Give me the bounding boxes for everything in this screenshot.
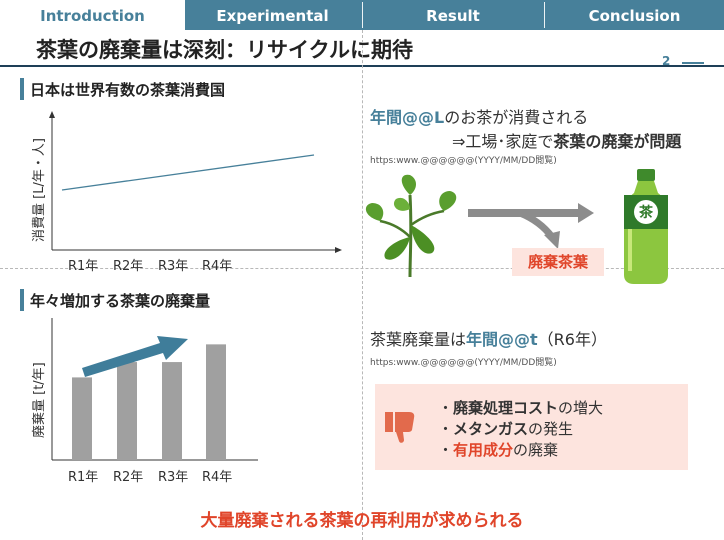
- x-tick-label: R4年: [202, 259, 233, 274]
- bottle-label-circle: [634, 200, 658, 224]
- source-url[interactable]: https:www.@@@@@@(YYYY/MM/DD閲覧): [370, 156, 557, 166]
- x-tick-label: R2年: [113, 470, 144, 485]
- bottle-cap: [637, 169, 655, 181]
- plant-leaf: [401, 174, 416, 195]
- tea-bottle-illustration: [624, 169, 668, 284]
- y-axis-label: 消費量 [L/年・人]: [32, 138, 47, 242]
- plant-leaf: [384, 237, 410, 260]
- horizontal-guide: [0, 268, 724, 269]
- issue-text: の増大: [558, 399, 604, 417]
- x-tick-label: R3年: [158, 470, 189, 485]
- source-url[interactable]: https:www.@@@@@@(YYYY/MM/DD閲覧): [370, 358, 557, 368]
- bar-2: [117, 362, 137, 460]
- section-marker: [20, 78, 24, 100]
- bullet: ・: [438, 441, 454, 459]
- thumbs-down-icon: [385, 412, 415, 443]
- section-tabbar: Introduction Experimental Result Conclus…: [0, 0, 724, 31]
- arrow-head-right: [578, 203, 594, 223]
- plant-leaf: [411, 225, 435, 254]
- vertical-guide: [362, 30, 363, 540]
- section-marker: [20, 289, 24, 311]
- bullet: ・: [438, 420, 454, 438]
- x-tick-label: R3年: [158, 259, 189, 274]
- waste-tea-leaves-tag: 廃棄茶葉: [512, 248, 604, 276]
- issue-text: の発生: [528, 420, 574, 438]
- trend-arrow: [82, 336, 188, 377]
- tab-conclusion[interactable]: Conclusion: [588, 7, 681, 25]
- issue-highlight: メタンガス: [453, 420, 529, 438]
- plant-leaf: [365, 203, 384, 221]
- consumption-statement: 年間@@Lのお茶が消費される: [370, 104, 588, 128]
- issues-box: [375, 384, 688, 470]
- consumption-text: のお茶が消費される: [444, 108, 589, 127]
- annual-waste-value: 年間@@t: [466, 330, 538, 349]
- page-number: 2: [662, 54, 671, 68]
- tea-plant-illustration: [365, 174, 457, 278]
- issue-text: の廃棄: [513, 441, 559, 459]
- tab-divider: [362, 2, 363, 28]
- plant-branch: [379, 219, 411, 238]
- tab-experimental[interactable]: Experimental: [216, 7, 329, 25]
- section-heading-waste: 年々増加する茶葉の廃棄量: [30, 292, 211, 310]
- arrow-head-down: [544, 231, 560, 249]
- plant-leaf: [393, 197, 410, 211]
- y-axis-arrow: [49, 111, 55, 118]
- issue-item: ・メタンガスの発生: [438, 418, 573, 439]
- y-axis-label: 廃棄量 [t/年]: [32, 362, 47, 438]
- conclusion-statement: 大量廃棄される茶葉の再利用が求められる: [200, 511, 524, 531]
- plant-leaf: [439, 191, 457, 211]
- tab-result[interactable]: Result: [426, 7, 480, 25]
- bar-1: [72, 377, 92, 460]
- consumption-line: [61, 154, 315, 191]
- plant-stem: [408, 194, 413, 278]
- tab-introduction[interactable]: Introduction: [0, 0, 185, 31]
- thumb-cuff: [385, 412, 393, 432]
- waste-flow-arrow: [468, 203, 594, 249]
- issue-item: ・廃棄処理コストの増大: [438, 397, 603, 418]
- bar-4: [206, 344, 226, 460]
- page-number-rule: [682, 62, 704, 64]
- bullet: ・: [438, 399, 454, 417]
- slide-title: 茶葉の廃棄量は深刻：リサイクルに期待: [36, 38, 413, 62]
- issue-item: ・有用成分の廃棄: [438, 439, 558, 460]
- problem-highlight: 茶葉の廃棄が問題: [553, 132, 682, 151]
- waste-year: （R6年）: [537, 330, 607, 349]
- waste-statement: 茶葉廃棄量は年間@@t（R6年）: [370, 326, 607, 350]
- section-heading-consumption: 日本は世界有数の茶葉消費国: [30, 81, 226, 99]
- bottle-label-text: 茶: [639, 205, 653, 221]
- annual-consumption-value: 年間@@L: [370, 108, 445, 127]
- issue-highlight: 有用成分: [453, 441, 514, 459]
- x-axis-arrow: [335, 247, 342, 253]
- waste-text: 茶葉廃棄量は: [370, 330, 467, 349]
- problem-statement: ⇒工場･家庭で茶葉の廃棄が問題: [452, 128, 681, 152]
- issue-highlight: 廃棄処理コスト: [453, 399, 559, 417]
- x-tick-label: R4年: [202, 470, 233, 485]
- plant-branch: [410, 209, 445, 227]
- problem-prefix: ⇒工場･家庭で: [452, 132, 554, 151]
- bar-3: [162, 362, 182, 460]
- x-tick-label: R1年: [68, 470, 99, 485]
- x-tick-label: R1年: [68, 259, 99, 274]
- x-tick-label: R2年: [113, 259, 144, 274]
- thumb-hand: [395, 412, 415, 443]
- tab-divider: [544, 2, 545, 28]
